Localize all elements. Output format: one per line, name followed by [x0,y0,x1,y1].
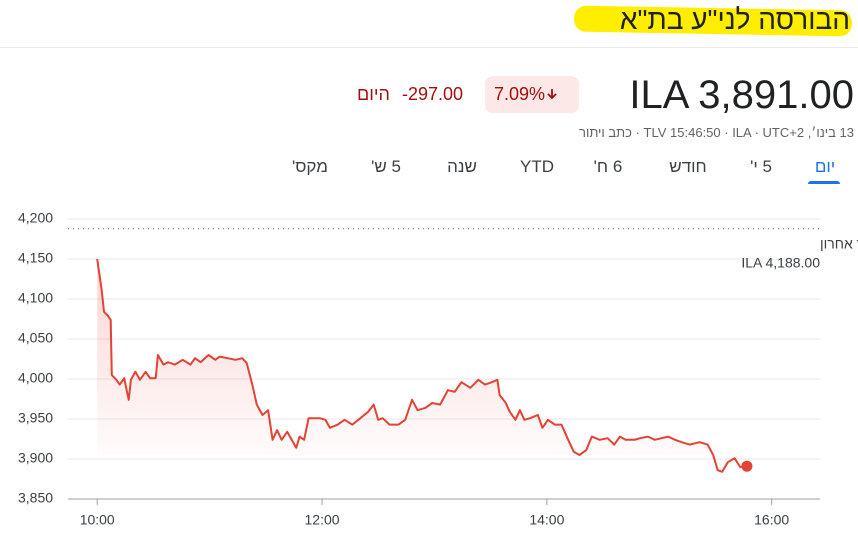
tab[interactable]: שנה [447,157,477,176]
tab[interactable]: יום [814,157,836,176]
tab[interactable]: 5 י' [750,157,772,176]
tab[interactable]: 5 ש' [371,157,401,176]
change-badge [485,76,579,113]
area-fill [97,259,747,472]
page-title: הבורסה לני"ע בת"א [619,4,850,35]
x-tick-label: 16:00 [754,512,789,528]
change: -297.00 [402,84,464,104]
y-tick-label: 3,950 [18,410,53,426]
tab-indicator [808,181,840,184]
x-tick-label: 12:00 [305,512,340,528]
y-tick-label: 4,150 [18,250,53,266]
last-point [741,460,753,472]
price-line [96,258,748,473]
price: ILA 3,891.00 [629,73,854,117]
tab[interactable]: מקס' [292,157,328,176]
x-tick-label: 10:00 [80,512,115,528]
y-tick-label: 3,850 [18,490,53,506]
change-percent-text: 7.09% [494,84,546,104]
change-percent: 7.09% [494,84,559,105]
x-tick-label: 14:00 [529,512,564,528]
y-tick-label: 4,000 [18,370,53,386]
reference-label: שער אחרון [820,235,858,251]
tab[interactable]: 6 ח' [593,157,623,176]
tab[interactable]: חודש [669,157,707,176]
y-tick-label: 4,200 [18,210,53,226]
y-tick-label: 3,900 [18,450,53,466]
y-tick-label: 4,100 [18,290,53,306]
period: היום [357,84,390,104]
tab[interactable]: YTD [520,157,554,176]
y-tick-label: 4,050 [18,330,53,346]
reference-value: ILA 4,188.00 [741,254,820,270]
meta: 13 בינו׳, TLV 15:46:50 · ILA · UTC+2 · כ… [579,125,854,140]
separator [0,47,858,48]
down-arrow [547,89,557,100]
